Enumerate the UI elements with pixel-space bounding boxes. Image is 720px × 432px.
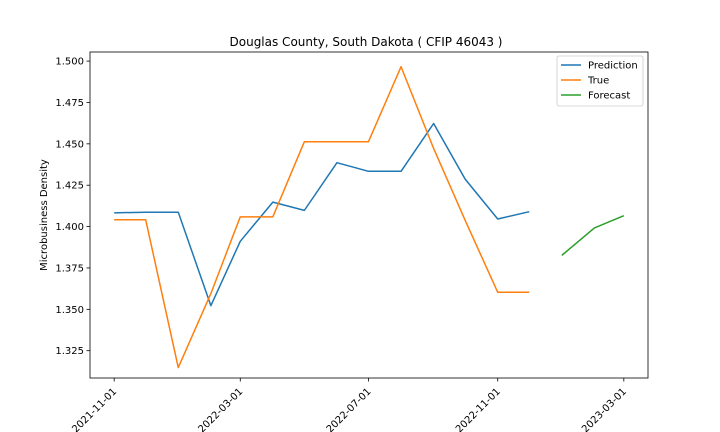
chart-title: Douglas County, South Dakota ( CFIP 4604… [230, 35, 503, 49]
series-line-prediction [114, 122, 530, 307]
y-axis: 1.325 1.350 1.375 1.400 1.425 1.450 1.475 1.500 [55, 57, 90, 357]
legend: Prediction True Forecast [556, 55, 644, 107]
series-layer [114, 65, 625, 369]
legend-box [556, 55, 644, 107]
legend-label: Forecast [588, 91, 630, 102]
x-axis: 2021-11-01 2022-03-01 2022-07-01 2022-11-01… [70, 378, 629, 432]
x-tick-label: 2022-11-01 [454, 386, 503, 432]
y-tick-label: 1.500 [55, 57, 84, 68]
x-tick-label: 2023-03-01 [580, 386, 629, 432]
x-tick-label: 2021-11-01 [70, 386, 119, 432]
y-tick-label: 1.450 [55, 139, 84, 150]
series-line-forecast [561, 214, 625, 256]
y-tick-label: 1.325 [55, 346, 84, 357]
y-tick-label: 1.350 [55, 305, 84, 316]
x-tick-label: 2022-07-01 [325, 386, 374, 432]
y-tick-label: 1.475 [55, 98, 84, 109]
plot-frame [89, 51, 649, 379]
y-tick-label: 1.425 [55, 181, 84, 192]
y-tick-label: 1.400 [55, 222, 84, 233]
y-axis-label: Microbusiness Density [39, 159, 50, 271]
legend-label: True [587, 76, 609, 87]
x-tick-label: 2022-03-01 [197, 386, 246, 432]
y-tick-label: 1.375 [55, 263, 84, 274]
legend-label: Prediction [588, 61, 638, 72]
series-line-true [114, 65, 530, 369]
